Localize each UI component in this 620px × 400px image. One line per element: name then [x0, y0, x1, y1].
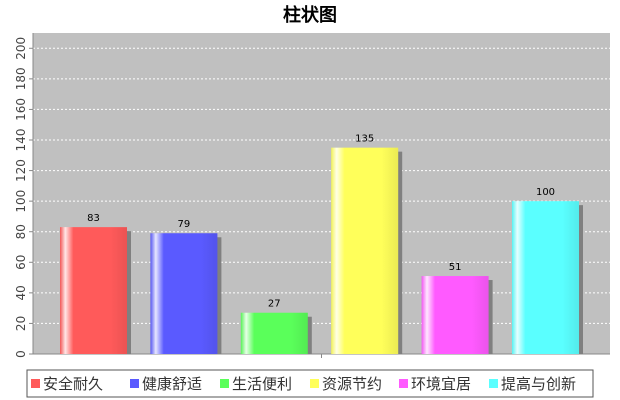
bar — [421, 276, 489, 354]
y-tick-label: 120 — [14, 159, 28, 182]
y-axis: 0 20 40 60 80 100 120 140 160 180 200 — [14, 33, 610, 358]
bars — [60, 147, 583, 354]
y-tick-label: 200 — [14, 37, 28, 60]
y-tick-label: 40 — [14, 285, 28, 300]
legend-label: 提高与创新 — [501, 375, 576, 393]
legend-label: 资源节约 — [322, 375, 382, 393]
chart-title: 柱状图 — [283, 4, 337, 26]
y-tick-label: 60 — [14, 255, 28, 270]
bar — [331, 147, 399, 354]
data-label: 79 — [178, 219, 191, 230]
legend-swatch — [31, 379, 40, 388]
legend-label: 安全耐久 — [43, 375, 103, 393]
legend-swatch — [220, 379, 229, 388]
legend-swatch — [489, 379, 498, 388]
legend-label: 生活便利 — [232, 375, 292, 393]
y-tick-label: 140 — [14, 129, 28, 152]
legend-label: 环境宜居 — [411, 375, 471, 393]
legend-swatch — [310, 379, 319, 388]
data-label: 51 — [449, 262, 462, 273]
legend-swatch — [399, 379, 408, 388]
data-label: 100 — [536, 187, 555, 198]
bar — [512, 201, 579, 354]
y-tick-label: 80 — [14, 224, 28, 239]
legend-label: 健康舒适 — [142, 375, 202, 393]
y-tick-label: 100 — [14, 190, 28, 213]
y-tick-label: 0 — [14, 350, 28, 358]
value-labels: 83 79 27 135 51 100 — [87, 134, 555, 310]
y-tick-label: 160 — [14, 98, 28, 121]
legend-swatch — [130, 379, 139, 388]
data-label: 135 — [355, 134, 374, 145]
y-tick-label: 180 — [14, 67, 28, 90]
bar — [150, 233, 218, 354]
legend: 安全耐久 健康舒适 生活便利 资源节约 环境宜居 提高与创新 — [26, 369, 594, 398]
data-label: 27 — [268, 299, 281, 310]
bar — [60, 227, 127, 354]
y-tick-label: 20 — [14, 316, 28, 331]
bar — [240, 312, 308, 354]
data-label: 83 — [87, 213, 100, 224]
